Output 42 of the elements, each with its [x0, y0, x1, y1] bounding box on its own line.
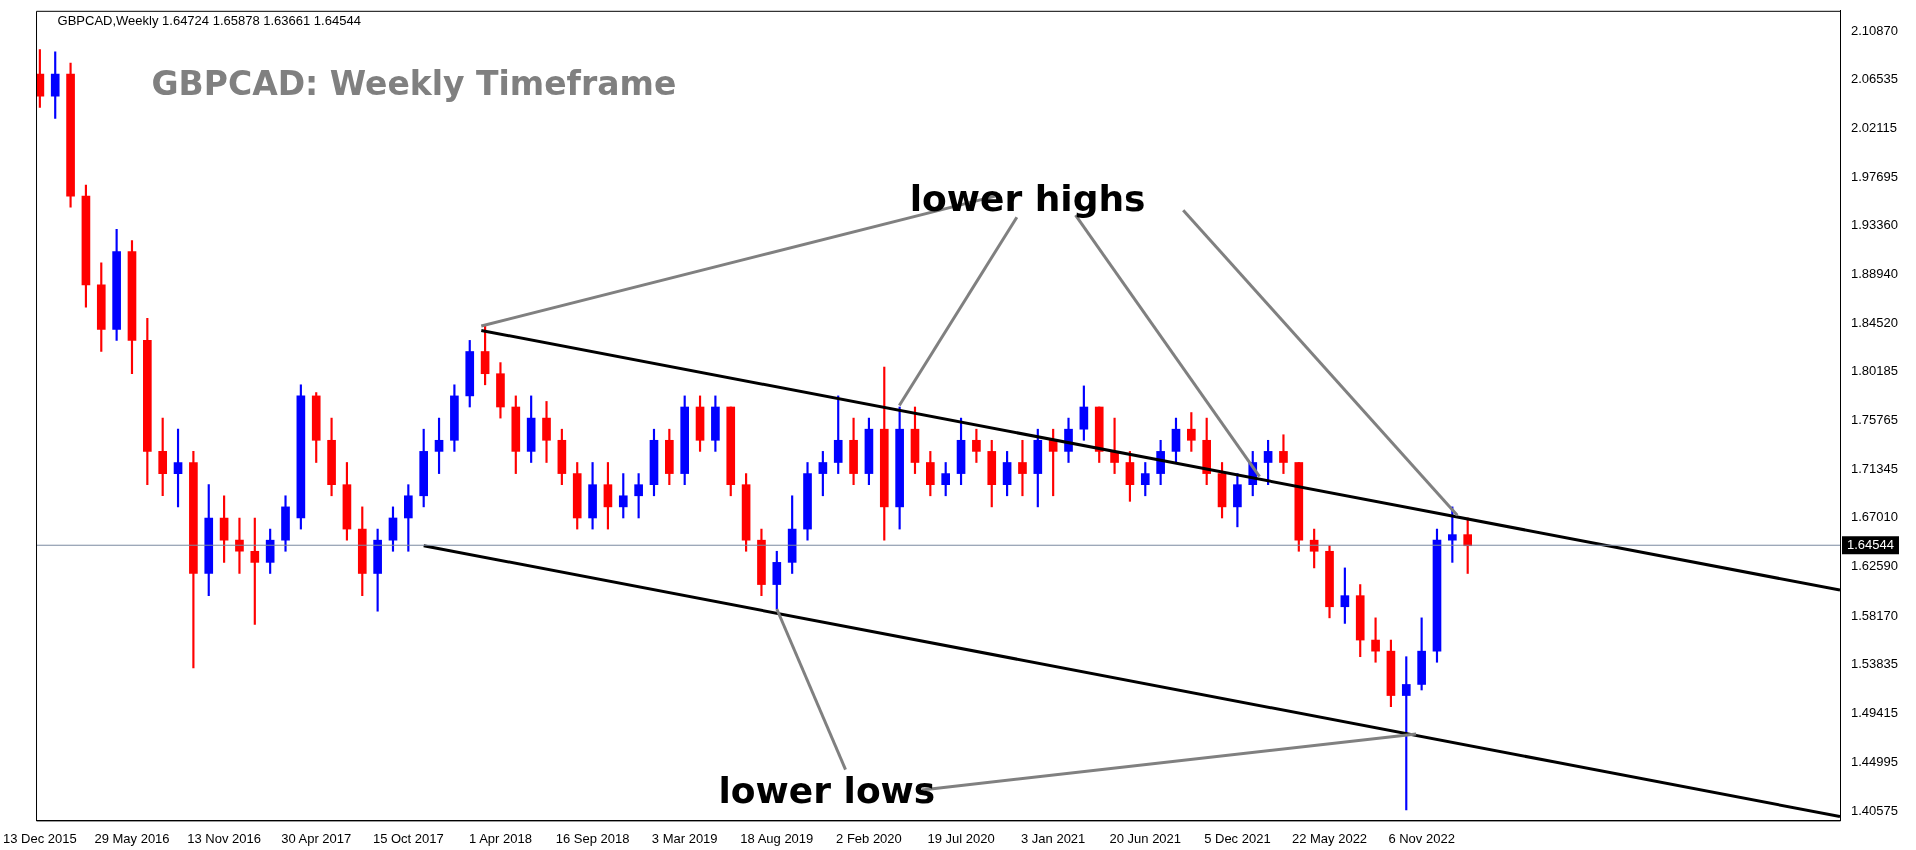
candlestick — [1371, 617, 1380, 663]
x-tick-label: 29 May 2016 — [94, 830, 170, 846]
x-tick-label: 3 Jan 2021 — [1020, 830, 1086, 846]
y-tick-label: 1.58170 — [1851, 607, 1898, 623]
x-tick-label: 3 Mar 2019 — [651, 830, 718, 846]
x-tick-label: 6 Nov 2022 — [1388, 830, 1455, 846]
y-tick-label: 1.84520 — [1851, 315, 1898, 331]
y-tick-label: 1.44995 — [1851, 753, 1898, 769]
x-tick-label: 13 Dec 2015 — [3, 830, 77, 846]
x-tick-label: 20 Jun 2021 — [1109, 830, 1182, 846]
candlestick — [235, 517, 244, 574]
candlestick — [1279, 434, 1288, 474]
y-tick-label: 1.88940 — [1851, 266, 1898, 282]
x-tick-label: 18 Aug 2019 — [740, 830, 814, 846]
y-tick-label: 1.49415 — [1851, 704, 1898, 720]
x-tick-label: 2 Feb 2020 — [836, 830, 902, 846]
y-tick-label: 1.97695 — [1851, 168, 1898, 184]
chart-subtitle: GBPCAD,Weekly 1.64724 1.65878 1.63661 1.64544 — [57, 12, 361, 28]
y-tick-label: 2.02115 — [1851, 119, 1898, 135]
y-tick-label: 2.10870 — [1851, 22, 1898, 38]
y-tick-label: 1.75765 — [1851, 412, 1898, 428]
y-tick-label: 1.80185 — [1851, 363, 1898, 379]
x-tick-label: 16 Sep 2018 — [555, 830, 630, 846]
ref-line-label: 1.64544 — [1847, 536, 1894, 552]
x-tick-label: 5 Dec 2021 — [1204, 830, 1271, 846]
y-tick-label: 1.67010 — [1851, 509, 1898, 525]
text: GBPCAD: Weekly Timeframe — [151, 63, 677, 103]
x-tick-label: 19 Jul 2020 — [927, 830, 995, 846]
x-tick-label: 15 Oct 2017 — [372, 830, 444, 846]
y-tick-label: 1.93360 — [1851, 217, 1898, 233]
candlestick — [1018, 439, 1027, 497]
y-tick-label: 1.71345 — [1851, 461, 1898, 477]
x-tick-label: 22 May 2022 — [1291, 830, 1368, 846]
y-tick-label: 1.40575 — [1851, 802, 1898, 818]
y-tick-label: 1.62590 — [1851, 558, 1898, 574]
y-tick-label: 2.06535 — [1851, 70, 1898, 86]
x-tick-label: 13 Nov 2016 — [187, 830, 261, 846]
y-tick-label: 1.53835 — [1851, 655, 1898, 671]
x-tick-label: 1 Apr 2018 — [469, 830, 532, 846]
annotation: lower lows — [718, 769, 936, 811]
x-tick-label: 30 Apr 2017 — [281, 830, 352, 846]
annotation: lower highs — [909, 177, 1146, 219]
